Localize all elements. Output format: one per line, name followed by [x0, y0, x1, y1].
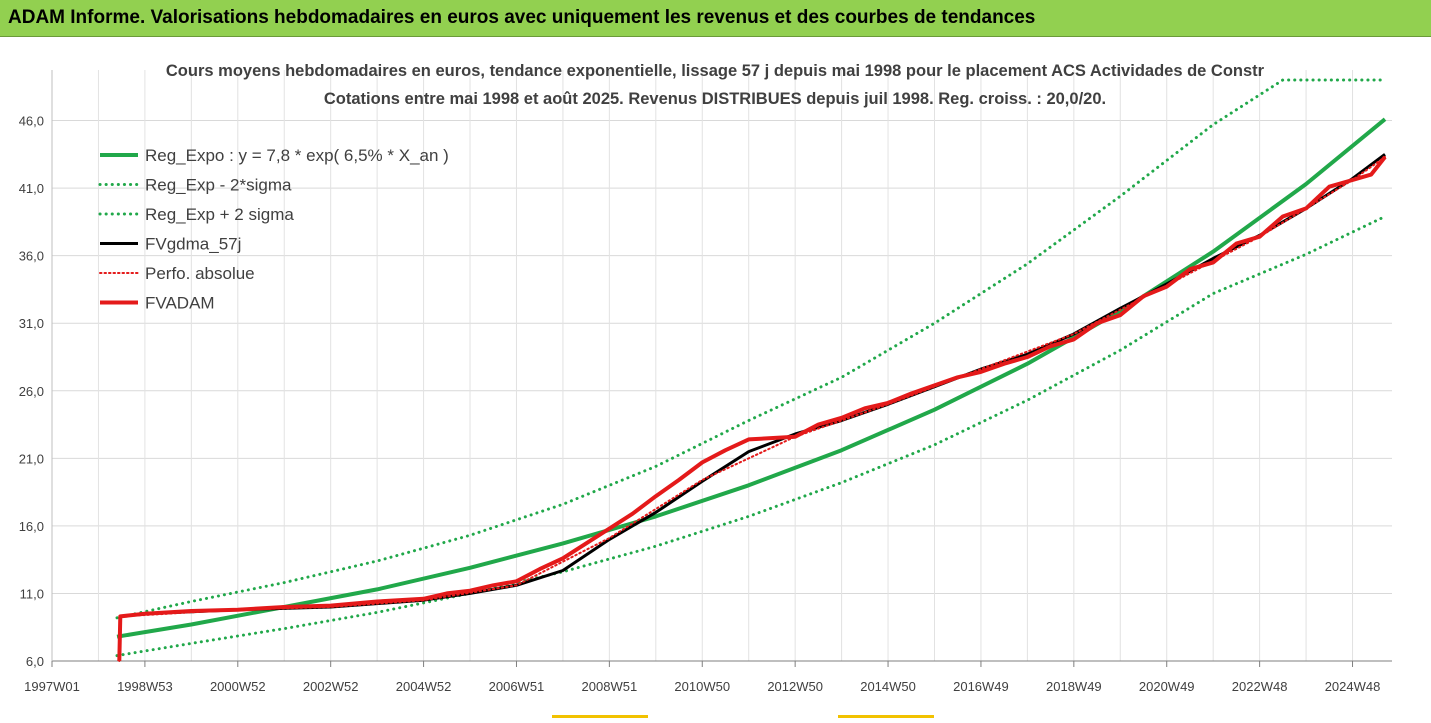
legend-label: Perfo. absolue	[145, 264, 255, 283]
y-tick-label: 11,0	[20, 586, 44, 601]
report-header: ADAM Informe. Valorisations hebdomadaire…	[0, 0, 1431, 37]
axes: 6,0 11,0 16,0 21,0 26,0 31,0 36,0 41,0 46,0 1997W…	[19, 70, 1392, 694]
x-tick-label: 2002W52	[303, 679, 359, 694]
legend-label: Reg_Exp - 2*sigma	[145, 176, 292, 195]
x-tick-label: 2024W48	[1325, 679, 1381, 694]
legend-label: FVADAM	[145, 294, 215, 313]
x-tick-label: 1998W53	[117, 679, 173, 694]
x-tick-label: 2004W52	[396, 679, 452, 694]
x-tick-label: 2014W50	[860, 679, 916, 694]
x-tick-label: 1997W01	[24, 679, 80, 694]
chart-svg: 6,0 11,0 16,0 21,0 26,0 31,0 36,0 41,0 46,0 1997W…	[0, 38, 1431, 718]
y-tick-label: 46,0	[19, 114, 44, 129]
y-tick-label: 41,0	[19, 181, 44, 196]
x-tick-label: 2022W48	[1232, 679, 1288, 694]
y-tick-label: 6,0	[26, 654, 44, 669]
grid-lines	[52, 70, 1392, 662]
y-tick-label: 31,0	[19, 316, 44, 331]
x-tick-label: 2020W49	[1139, 679, 1195, 694]
x-tick-label: 2000W52	[210, 679, 266, 694]
y-tick-label: 26,0	[19, 384, 44, 399]
series-line-0	[116, 117, 1387, 639]
footer-accent-2	[838, 715, 934, 718]
y-tick-label: 16,0	[19, 519, 44, 534]
legend-label: Reg_Exp + 2 sigma	[145, 205, 294, 224]
x-tick-label: 2012W50	[767, 679, 823, 694]
x-tick-label: 2008W51	[582, 679, 638, 694]
plot-background	[0, 38, 1431, 718]
y-tick-label: 21,0	[19, 451, 44, 466]
x-tick-label: 2010W50	[674, 679, 730, 694]
report-title: ADAM Informe. Valorisations hebdomadaire…	[8, 7, 1036, 28]
legend: Reg_Expo : y = 7,8 * exp( 6,5% * X_an ) R…	[98, 146, 449, 313]
footer-accent-1	[552, 715, 648, 718]
x-tick-label: 2016W49	[953, 679, 1009, 694]
legend-label: Reg_Expo : y = 7,8 * exp( 6,5% * X_an )	[145, 146, 449, 165]
chart-subtitle: Cotations entre mai 1998 et août 2025. R…	[324, 90, 1106, 108]
chart-title: Cours moyens hebdomadaires en euros, ten…	[166, 62, 1265, 80]
legend-label: FVgdma_57j	[145, 235, 241, 254]
x-tick-label: 2018W49	[1046, 679, 1102, 694]
y-tick-label: 36,0	[19, 249, 44, 264]
series-line-2	[115, 78, 1387, 620]
x-tick-label: 2006W51	[489, 679, 545, 694]
series-group	[115, 78, 1387, 662]
chart-frame: 6,0 11,0 16,0 21,0 26,0 31,0 36,0 41,0 46,0 1997W…	[0, 38, 1431, 718]
series-line-5	[117, 155, 1387, 662]
series-line-1	[115, 215, 1387, 658]
